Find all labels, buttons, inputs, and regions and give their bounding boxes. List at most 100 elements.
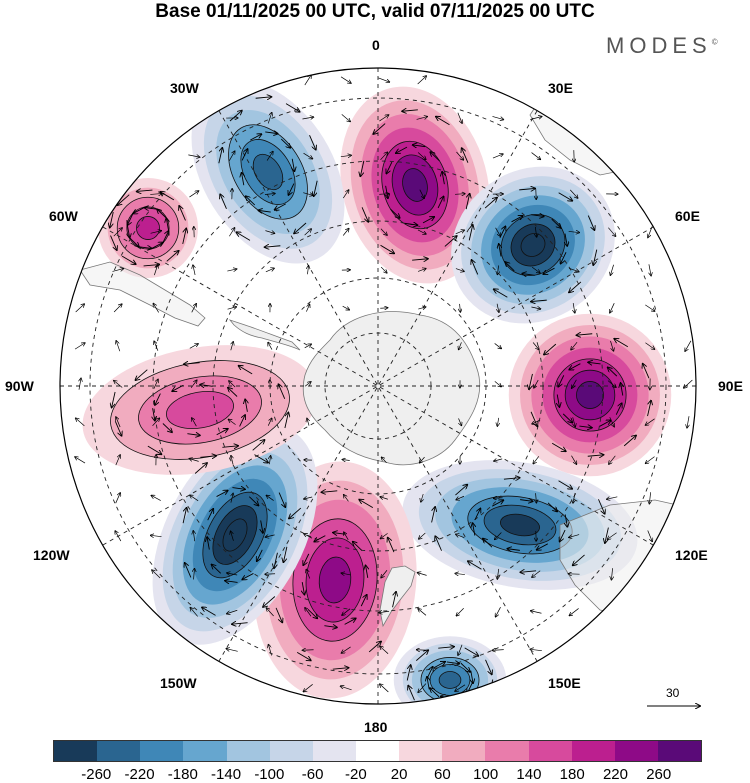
wind-vector	[609, 455, 616, 464]
colorbar-tick-label: -180	[167, 766, 198, 783]
wind-vector	[268, 342, 273, 350]
wind-vector	[307, 609, 317, 619]
wind-vector	[569, 281, 582, 292]
wind-vector	[361, 207, 368, 222]
wind-vector	[340, 686, 352, 691]
wind-vector	[573, 303, 575, 313]
wind-vector	[543, 267, 555, 274]
wind-vector	[417, 269, 426, 272]
wind-vector	[137, 190, 153, 191]
wind-vector	[460, 662, 470, 672]
wind-vector	[280, 138, 290, 148]
wind-vector	[189, 459, 199, 462]
colorbar-tick-label: -60	[301, 766, 324, 783]
wind-vector	[474, 509, 480, 521]
wind-vector	[647, 401, 651, 417]
wind-vector	[115, 455, 120, 466]
wind-vector	[294, 222, 307, 233]
wind-vector	[182, 508, 186, 524]
colorbar-segment	[657, 741, 702, 761]
wind-vector	[139, 247, 151, 249]
wind-vector	[265, 246, 281, 247]
wind-vector	[503, 478, 520, 479]
wind-vector	[278, 384, 286, 399]
wind-vector	[569, 608, 579, 615]
wind-vector	[152, 570, 161, 579]
wind-vector	[497, 417, 498, 426]
wind-vector	[456, 607, 464, 616]
wind-vector	[462, 148, 469, 163]
wind-vector	[380, 646, 389, 654]
wind-vector	[587, 215, 594, 231]
anomaly-contour	[318, 556, 352, 604]
wind-vector	[418, 609, 427, 616]
wind-vector	[254, 454, 268, 463]
wind-vector-layer	[75, 75, 693, 704]
wind-vector	[151, 495, 161, 501]
wind-vector	[442, 172, 444, 185]
wind-vector	[610, 303, 615, 313]
wind-vector	[135, 369, 148, 380]
wind-vector	[436, 117, 450, 126]
wind-vector	[112, 269, 124, 272]
wind-vector	[342, 608, 351, 615]
wind-vector	[303, 553, 310, 565]
wind-vector	[305, 608, 312, 617]
wind-vector	[568, 231, 580, 232]
wind-vector	[614, 339, 629, 348]
wind-vector	[75, 457, 86, 464]
wind-vector	[511, 216, 523, 223]
wind-vector	[166, 251, 179, 262]
colorbar-tick-label: -140	[211, 766, 242, 783]
wind-vector	[153, 408, 155, 420]
wind-vector	[342, 229, 349, 236]
wind-vector	[216, 429, 228, 436]
anomaly-contour	[136, 216, 160, 240]
wind-vector	[532, 342, 539, 350]
wind-vector	[296, 651, 311, 660]
wind-vector	[392, 592, 396, 608]
wind-vector	[495, 227, 501, 236]
wind-vector	[307, 266, 308, 275]
wind-vector	[265, 230, 274, 234]
wind-vector	[643, 364, 650, 379]
lon-label-0: 0	[372, 37, 380, 53]
wind-vector	[193, 531, 194, 542]
wind-vector	[530, 649, 542, 650]
wind-vector	[645, 304, 654, 311]
wind-vector	[353, 542, 363, 551]
wind-vector	[379, 115, 388, 122]
wind-vector	[228, 419, 236, 425]
wind-vector	[114, 381, 123, 388]
wind-vector	[430, 688, 440, 698]
wind-vector	[649, 264, 651, 275]
wind-vector	[190, 608, 198, 617]
wind-vector	[422, 217, 434, 224]
wind-vector	[153, 304, 159, 313]
wind-vector	[227, 573, 238, 575]
wind-vector	[194, 463, 207, 474]
wind-vector	[255, 97, 272, 98]
wind-vector	[283, 546, 288, 562]
wind-vector	[569, 189, 578, 198]
colorbar-segment	[571, 741, 615, 761]
wind-vector	[684, 379, 693, 388]
wind-vector	[417, 76, 427, 85]
lon-label-120e: 120E	[675, 547, 708, 563]
wind-vector	[380, 308, 387, 309]
colorbar-segment	[269, 741, 313, 761]
wind-vector	[193, 265, 195, 276]
wind-vector	[378, 77, 389, 82]
wind-vector	[166, 218, 168, 231]
wind-vector	[207, 509, 213, 521]
wind-vector	[459, 418, 462, 425]
lon-label-90e: 90E	[718, 378, 743, 394]
wind-vector	[531, 611, 542, 613]
wind-vector	[189, 191, 198, 198]
wind-vector	[455, 684, 466, 691]
wind-vector	[121, 255, 136, 264]
wind-vector	[577, 334, 593, 335]
wind-vector	[275, 607, 282, 623]
wind-vector	[687, 416, 689, 428]
wind-vector	[494, 459, 503, 461]
